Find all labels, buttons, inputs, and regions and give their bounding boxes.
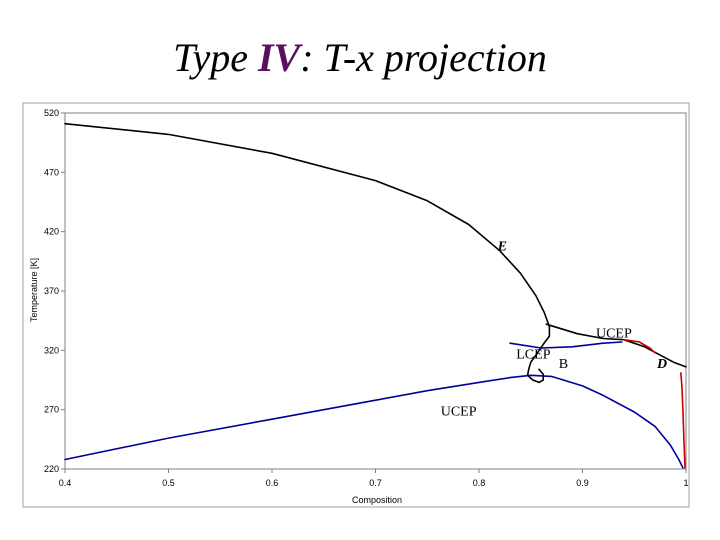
x-tick-label-6: 1 — [683, 478, 688, 488]
x-tick-label-2: 0.6 — [266, 478, 279, 488]
y-tick-label-1: 270 — [44, 405, 59, 415]
series-line-2 — [64, 374, 684, 469]
x-tick-label-5: 0.9 — [576, 478, 589, 488]
x-tick-label-3: 0.7 — [369, 478, 382, 488]
annotation-ucep-1: UCEP — [596, 326, 632, 341]
annotation-d-4: D — [656, 357, 667, 372]
x-axis-ticks: 0.4 0.5 0.6 0.7 0.8 0.9 1 — [59, 469, 689, 488]
y-axis-label: Temperature [K] — [29, 258, 39, 322]
series-line-0 — [64, 122, 551, 384]
y-tick-label-5: 470 — [44, 167, 59, 177]
series-line-3 — [509, 341, 623, 349]
x-tick-label-4: 0.8 — [473, 478, 486, 488]
page-title: Type IV: T-x projection — [0, 34, 720, 81]
y-axis-ticks: 220 270 320 370 420 470 520 — [44, 108, 65, 474]
plot-area — [64, 112, 687, 470]
annotation-b-3: B — [559, 357, 568, 372]
title-prefix: Type — [173, 35, 258, 80]
series-line-4 — [623, 338, 656, 354]
annotation-layer: E UCEP LCEP B D UCEP — [441, 240, 667, 420]
y-tick-label-2: 320 — [44, 345, 59, 355]
annotation-lcep-2: LCEP — [516, 348, 550, 363]
title-type-numeral: IV — [257, 35, 301, 80]
series-line-5 — [679, 372, 686, 469]
series-line-1 — [545, 323, 687, 368]
x-tick-label-1: 0.5 — [162, 478, 175, 488]
chart-area-border — [22, 102, 690, 508]
x-tick-label-0: 0.4 — [59, 478, 72, 488]
title-suffix: : T-x projection — [300, 35, 547, 80]
x-axis-label: Composition — [352, 495, 402, 505]
annotation-ucep-5: UCEP — [441, 405, 477, 420]
y-tick-label-0: 220 — [44, 464, 59, 474]
y-tick-label-6: 520 — [44, 108, 59, 118]
y-tick-label-4: 420 — [44, 227, 59, 237]
y-tick-label-3: 370 — [44, 286, 59, 296]
annotation-e-0: E — [497, 240, 507, 255]
series-layer — [64, 122, 687, 469]
